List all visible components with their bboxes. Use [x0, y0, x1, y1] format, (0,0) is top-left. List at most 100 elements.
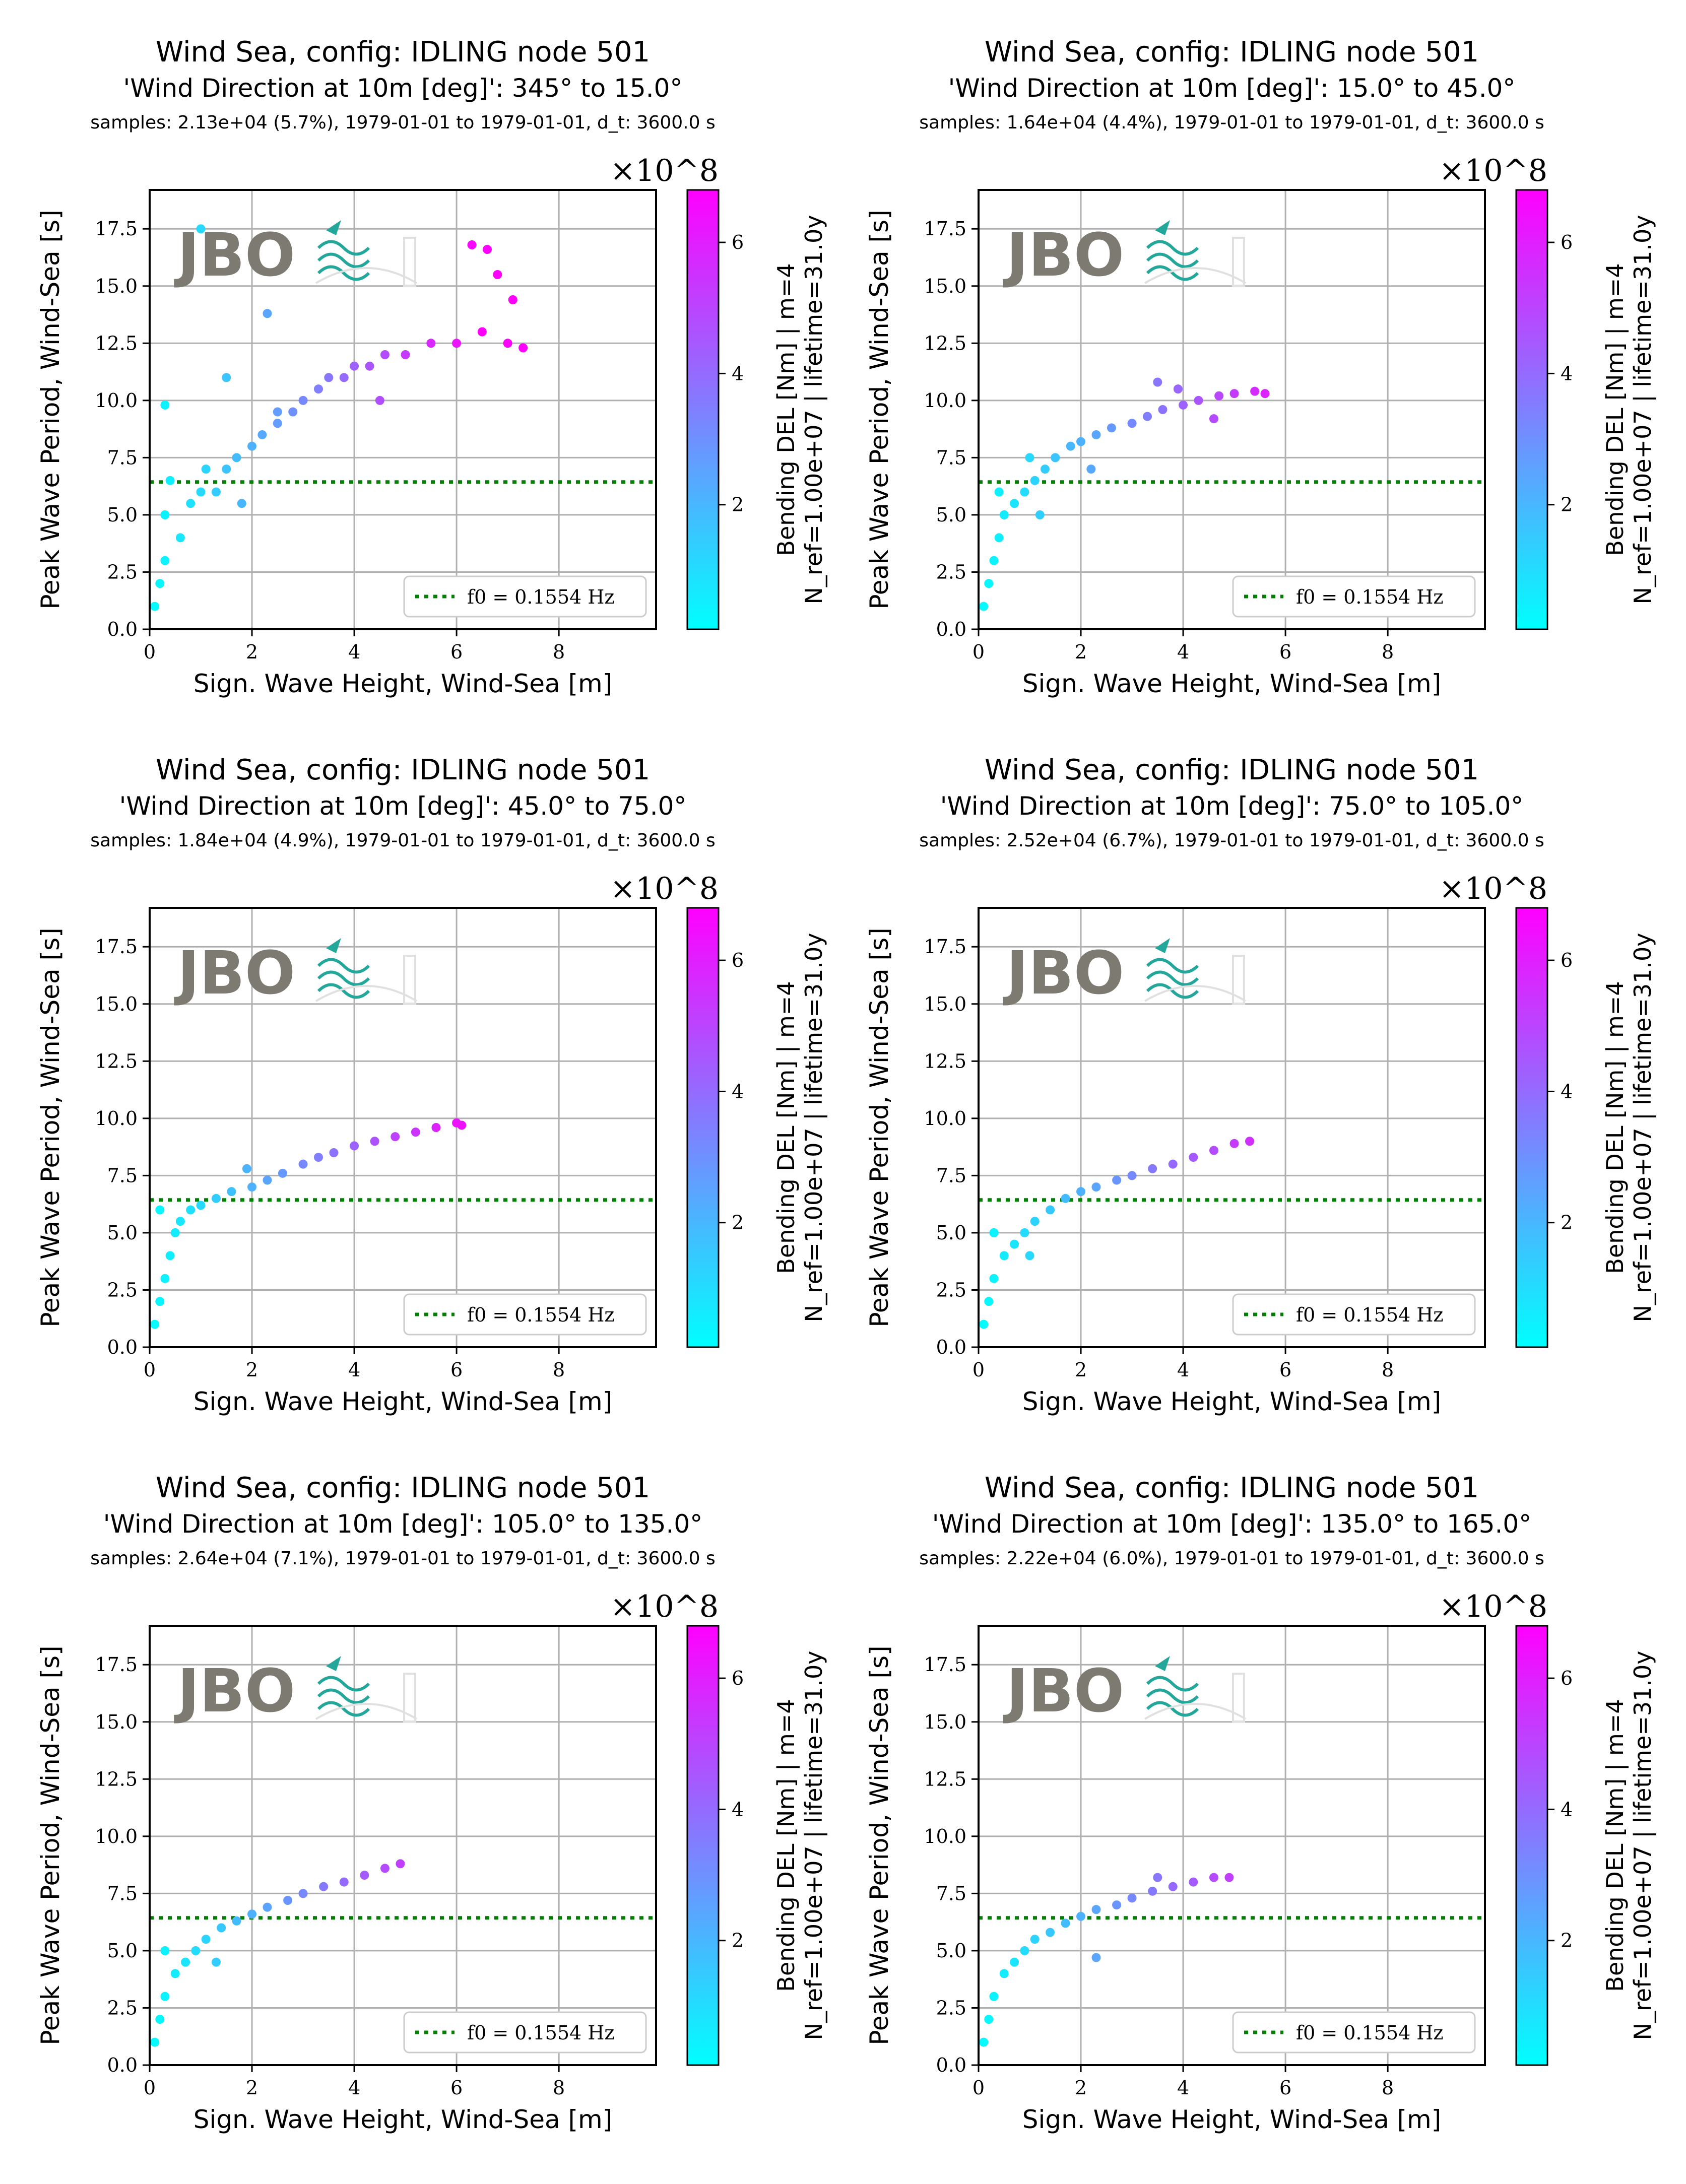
y-tick-label: 12.5 — [924, 1050, 966, 1072]
x-tick-label: 2 — [1075, 1359, 1087, 1381]
colorbar-tick-label: 2 — [1561, 494, 1573, 516]
data-point — [477, 327, 487, 337]
data-point — [181, 1957, 190, 1967]
data-point — [1173, 384, 1183, 394]
colorbar-tick-label: 6 — [1561, 1667, 1573, 1689]
data-point — [319, 1882, 329, 1891]
data-point — [503, 339, 512, 348]
data-point — [1046, 1928, 1055, 1937]
y-axis-label: Peak Wave Period, Wind-Sea [s] — [36, 1645, 65, 2045]
data-point — [1209, 1146, 1218, 1155]
scatter-points — [150, 224, 528, 611]
chart-title: Wind Sea, config: IDLING node 501 — [156, 1472, 650, 1504]
axes-frame — [978, 907, 1486, 1348]
data-point — [232, 453, 241, 462]
x-tick-label: 0 — [144, 1359, 156, 1381]
y-tick-label: 12.5 — [95, 1050, 138, 1072]
x-tick-label: 0 — [144, 641, 156, 663]
chart-subtitle: 'Wind Direction at 10m [deg]': 45.0° to … — [119, 791, 687, 821]
data-point — [247, 441, 257, 451]
turbine-icon — [1155, 1656, 1170, 1671]
y-tick-label: 5.0 — [107, 1222, 138, 1244]
logo-text: JBO — [174, 220, 295, 290]
data-point — [979, 2037, 989, 2047]
y-tick-label: 7.5 — [107, 1882, 138, 1904]
x-axis-label: Sign. Wave Height, Wind-Sea [m] — [1022, 1387, 1442, 1416]
data-point — [278, 1168, 287, 1178]
colorbar-tick-label: 2 — [732, 1930, 744, 1952]
wave-icon — [317, 958, 370, 974]
chart-panel-6: Wind Sea, config: IDLING node 501 'Wind D… — [865, 1472, 1657, 2134]
data-point — [196, 1201, 206, 1210]
y-tick-label: 10.0 — [95, 1107, 138, 1130]
data-point — [1112, 1175, 1122, 1185]
data-point — [1179, 400, 1188, 410]
colorbar-scale: ×10^8 — [610, 153, 719, 188]
colorbar-tick-label: 6 — [1561, 231, 1573, 253]
y-tick-label: 0.0 — [936, 2054, 966, 2076]
y-tick-label: 15.0 — [95, 993, 138, 1015]
x-tick-label: 6 — [450, 2077, 463, 2099]
y-tick-label: 7.5 — [936, 1882, 966, 1904]
data-point — [211, 487, 221, 497]
data-point — [186, 499, 196, 508]
colorbar-tick-label: 4 — [1561, 1080, 1573, 1102]
colorbar-label-2: N_ref=1.00e+07 | lifetime=31.0y — [1629, 1650, 1657, 2040]
data-point — [160, 1992, 170, 2001]
y-tick-label: 5.0 — [936, 504, 966, 526]
x-tick-label: 6 — [450, 641, 463, 663]
chart-title: Wind Sea, config: IDLING node 501 — [156, 754, 650, 786]
x-tick-label: 8 — [553, 1359, 565, 1381]
data-point — [247, 1182, 257, 1192]
data-point — [1025, 453, 1034, 462]
logo-text: JBO — [174, 1656, 295, 1726]
data-point — [1020, 1228, 1029, 1237]
logo-text: JBO — [1003, 1656, 1124, 1726]
data-point — [989, 1992, 999, 2001]
legend: f0 = 0.1554 Hz — [1232, 2011, 1476, 2054]
y-tick-label: 2.5 — [107, 561, 138, 583]
x-tick-label: 8 — [1382, 1359, 1394, 1381]
data-point — [1224, 1873, 1234, 1882]
turbine-icon — [1155, 220, 1170, 235]
x-axis-label: Sign. Wave Height, Wind-Sea [m] — [193, 1387, 613, 1416]
data-point — [467, 240, 477, 249]
legend-label: f0 = 0.1554 Hz — [1296, 2022, 1443, 2044]
colorbar-scale: ×10^8 — [610, 871, 719, 906]
x-tick-label: 6 — [1279, 641, 1291, 663]
y-tick-label: 12.5 — [95, 332, 138, 354]
wave-icon — [317, 265, 370, 281]
y-tick-label: 7.5 — [107, 1164, 138, 1186]
colorbar-scale: ×10^8 — [1439, 871, 1547, 906]
y-tick-label: 2.5 — [107, 1997, 138, 2019]
chart-subtitle: 'Wind Direction at 10m [deg]': 345° to 1… — [123, 74, 683, 103]
legend-label: f0 = 0.1554 Hz — [467, 586, 614, 608]
y-tick-label: 17.5 — [924, 218, 966, 240]
data-point — [483, 245, 492, 254]
y-tick-label: 2.5 — [936, 561, 966, 583]
legend: f0 = 0.1554 Hz — [403, 2011, 647, 2054]
x-tick-label: 4 — [348, 1359, 360, 1381]
data-point — [1061, 1918, 1070, 1928]
data-point — [457, 1120, 467, 1130]
legend: f0 = 0.1554 Hz — [1232, 575, 1476, 618]
data-point — [170, 1969, 180, 1978]
x-tick-label: 2 — [246, 2077, 258, 2099]
axes-frame — [149, 189, 657, 630]
colorbar-label: Bending DEL [Nm] | m=4 — [1601, 1699, 1629, 1992]
x-tick-label: 4 — [1177, 641, 1189, 663]
logo-text: JBO — [1003, 220, 1124, 290]
wave-icon — [1146, 265, 1199, 281]
data-point — [1025, 1251, 1034, 1261]
x-axis-label: Sign. Wave Height, Wind-Sea [m] — [1022, 2105, 1442, 2134]
x-tick-label: 0 — [144, 2077, 156, 2099]
colorbar-tick-label: 4 — [1561, 1798, 1573, 1820]
data-point — [1076, 437, 1086, 446]
data-point — [1091, 1905, 1101, 1914]
x-tick-label: 6 — [450, 1359, 463, 1381]
data-point — [979, 1319, 989, 1329]
data-point — [1035, 510, 1045, 519]
colorbar: 2 4 6 ×10^8 Bending DEL [Nm] | m=4 N_ref=1.00… — [610, 1589, 828, 2066]
data-point — [1127, 419, 1137, 428]
y-tick-label: 15.0 — [95, 275, 138, 297]
